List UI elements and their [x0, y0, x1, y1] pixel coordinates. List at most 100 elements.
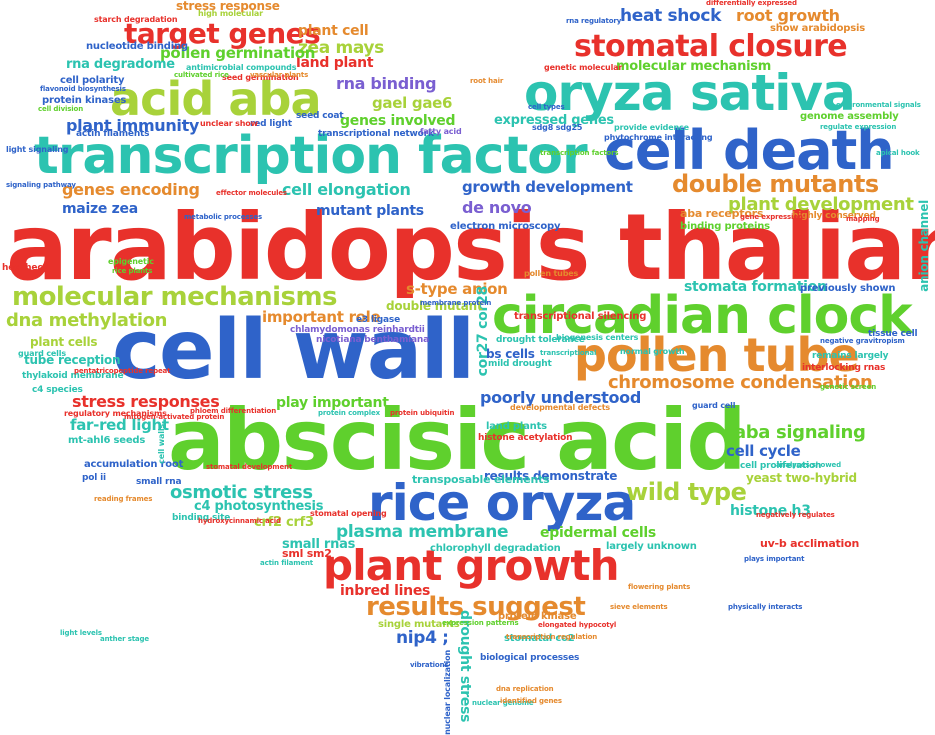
word: seed coat: [296, 111, 344, 121]
word: zea mays: [298, 38, 384, 58]
word: phloem differentiation: [190, 407, 277, 415]
word: stress response: [176, 0, 280, 13]
word: abscisic acid: [168, 391, 746, 489]
word: accumulation root: [84, 459, 184, 470]
word: far-red light: [70, 416, 169, 434]
word: aba receptors: [680, 207, 764, 220]
word: elongated hypocotyl: [538, 621, 617, 629]
word: e3 ligase: [356, 315, 401, 325]
word: dna replication: [496, 685, 554, 693]
word: pentatricopeptide repeat: [74, 367, 171, 375]
word: expression patterns: [442, 619, 519, 627]
word: cell division: [38, 105, 84, 113]
word: c4 photosynthesis: [194, 499, 324, 514]
word: high molecular: [198, 9, 263, 18]
word: membrane protein: [420, 299, 492, 307]
word: important role: [262, 308, 381, 326]
word: sml sm2: [282, 547, 332, 560]
word: sdg8 sdg25: [532, 123, 583, 132]
word: epigenetic: [108, 257, 154, 266]
word: negatively regulates: [756, 511, 835, 519]
word: biological processes: [480, 653, 580, 663]
word: regulate expression: [820, 123, 897, 131]
word: negative gravitropism: [820, 337, 905, 345]
word: nicotiana benthamiana: [316, 335, 430, 345]
word: gene expression: [740, 213, 803, 221]
word: antimicrobial compounds: [186, 63, 297, 72]
word: binding site: [172, 513, 231, 523]
word: target genes: [124, 17, 321, 50]
word: plays important: [744, 555, 805, 563]
word: transposable elements: [412, 473, 550, 486]
word: anther stage: [100, 635, 149, 643]
word: mt-ahl6 seeds: [68, 435, 146, 446]
word: oryza sativa: [524, 64, 856, 122]
word: mitogen-activated protein: [124, 413, 225, 421]
word: normal growth: [620, 347, 685, 356]
word: transcription regulation: [506, 633, 598, 641]
word: stress responses: [72, 392, 220, 411]
word: tube reception: [24, 353, 121, 367]
word: c4 species: [32, 385, 83, 395]
word: cell death: [604, 119, 895, 182]
word: genetic molecular: [544, 63, 623, 72]
word: signaling pathway: [6, 181, 76, 189]
word: plasma membrane: [336, 522, 509, 542]
word: seed germination: [222, 73, 299, 82]
word: analyses showed: [776, 461, 841, 469]
word: reading frames: [94, 495, 153, 503]
word: molecular mechanism: [616, 59, 772, 74]
word: small rnas: [282, 537, 356, 552]
word: root growth: [736, 6, 840, 25]
word: transcription factors: [540, 149, 619, 157]
word: molecular mechanisms: [12, 282, 338, 312]
word: acid aba: [110, 72, 322, 126]
word: stomata formation: [684, 279, 827, 295]
word: cell cycle: [726, 442, 801, 460]
word: double mutants: [672, 170, 879, 198]
word: pollen tube: [574, 328, 860, 382]
word: transcriptional silencing: [514, 311, 647, 322]
word: phytochrome interacting: [604, 133, 713, 142]
word: previously shown: [800, 283, 896, 294]
word: stomatal closure: [574, 29, 848, 64]
word: drought tolerance: [496, 335, 585, 345]
word: cell walls: [157, 424, 166, 464]
word: light signaling: [6, 145, 69, 154]
word: growth development: [462, 178, 633, 196]
word: genes encoding: [62, 180, 200, 199]
word: dna methylation: [6, 310, 168, 331]
word: tissue cell: [868, 329, 918, 339]
word: histone h3: [730, 503, 811, 519]
word: play important: [276, 395, 389, 411]
word: histone acetylation: [478, 433, 573, 443]
word: land plant: [296, 55, 374, 71]
word: wild type: [626, 478, 747, 506]
word: anion channel: [917, 200, 931, 292]
word: identified genes: [500, 697, 562, 705]
word: inbred lines: [340, 583, 431, 599]
word: physically interacts: [728, 603, 803, 611]
word: genome assembly: [800, 111, 899, 122]
word: single mutants: [378, 619, 460, 630]
word: flavonoid biosynthesis: [40, 85, 126, 93]
word: mild drought: [488, 359, 552, 369]
word: rna binding: [336, 74, 437, 93]
word: stomatal development: [206, 463, 293, 471]
word: differentially expressed: [706, 0, 797, 7]
word: stomatal co2: [504, 633, 575, 644]
word: provide evidence: [614, 123, 689, 132]
word: guard cells: [18, 349, 66, 358]
word: genes involved: [340, 113, 456, 129]
word: plant immunity: [66, 116, 200, 135]
word: environmental signals: [836, 101, 921, 109]
word: rice plants: [112, 267, 153, 275]
word: osmotic stress: [170, 482, 313, 503]
word: starch degradation: [94, 15, 178, 24]
word: cell types: [528, 103, 565, 111]
word: rna degradome: [66, 57, 175, 72]
word: regulatory mechanisms: [64, 409, 167, 418]
word: interlocking rnas: [802, 363, 886, 373]
word: guard cell: [692, 401, 736, 410]
